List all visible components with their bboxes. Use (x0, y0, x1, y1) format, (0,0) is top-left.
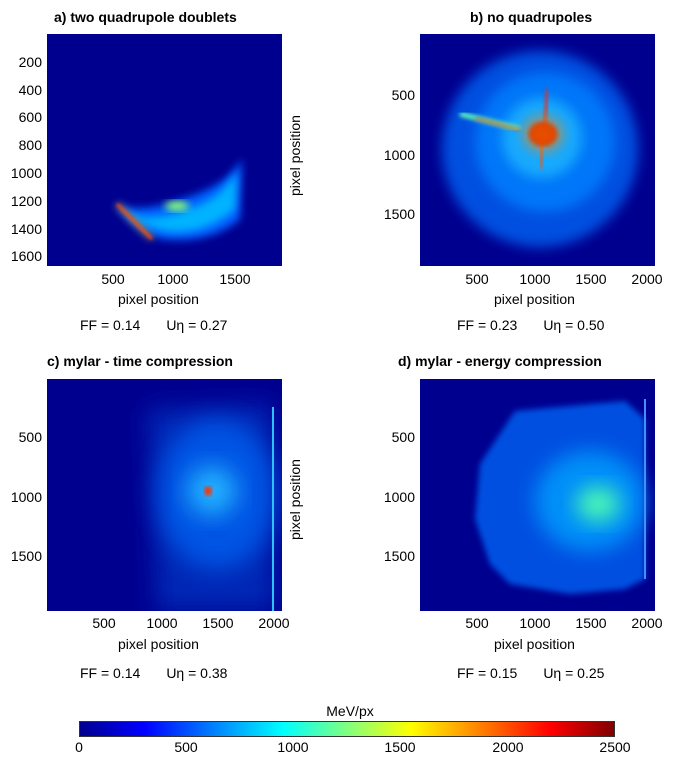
panel-a-ytick: 400 (18, 82, 42, 98)
panel-c-hot-spot (204, 486, 212, 496)
panel-c-ff: FF = 0.14 (80, 665, 141, 681)
panel-a-ytick: 1400 (10, 221, 42, 237)
panel-d-ytick: 500 (391, 429, 415, 445)
panel-c-ytick: 1500 (10, 548, 42, 564)
panel-d-u: Uη = 0.25 (543, 665, 605, 681)
panel-a-ytick: 1200 (10, 193, 42, 209)
panel-b-u: Uη = 0.50 (543, 317, 605, 333)
colorbar-tick: 500 (174, 739, 198, 755)
panel-c-xtick: 1000 (146, 615, 178, 631)
panel-a-ylabel: pixel position (287, 115, 303, 196)
panel-c-title: c) mylar - time compression (47, 353, 233, 369)
panel-b-ytick: 1000 (383, 147, 415, 163)
panel-d-hot-spot (576, 486, 620, 522)
panel-a-metrics: FF = 0.14 Uη = 0.27 (80, 317, 227, 333)
panel-a-xtick: 500 (101, 271, 125, 287)
panel-a-u: Uη = 0.27 (166, 317, 228, 333)
panel-b-ytick: 1500 (383, 206, 415, 222)
panel-c-ytick: 500 (18, 429, 42, 445)
panel-d-xlabel: pixel position (494, 636, 575, 652)
panel-c-heatmap (47, 379, 282, 611)
colorbar (79, 721, 615, 737)
colorbar-tick: 2500 (599, 739, 631, 755)
panel-b-ff: FF = 0.23 (457, 317, 518, 333)
panel-b-xlabel: pixel position (494, 291, 575, 307)
panel-c-xtick: 500 (92, 615, 116, 631)
panel-a-title: a) two quadrupole doublets (54, 9, 237, 25)
panel-d-xtick: 1000 (519, 615, 551, 631)
panel-d-title: d) mylar - energy compression (398, 353, 602, 369)
panel-b-title: b) no quadrupoles (470, 9, 593, 25)
panel-c-u: Uη = 0.38 (166, 665, 228, 681)
panel-c-ytick: 1000 (10, 489, 42, 505)
panel-a-xlabel: pixel position (118, 291, 199, 307)
panel-b-heatmap (420, 34, 655, 266)
colorbar-label: MeV/px (326, 703, 374, 719)
panel-d-xtick: 1500 (575, 615, 607, 631)
panel-b-xtick: 1500 (575, 271, 607, 287)
panel-a-xtick: 1000 (157, 271, 189, 287)
panel-b-xtick: 2000 (631, 271, 663, 287)
panel-a-ytick: 800 (18, 137, 42, 153)
panel-c-xlabel: pixel position (118, 636, 199, 652)
panel-d-ff: FF = 0.15 (457, 665, 518, 681)
panel-d-xtick: 500 (465, 615, 489, 631)
panel-a-beam-core (127, 172, 237, 232)
panel-c-ylabel: pixel position (287, 459, 303, 540)
panel-a-ff: FF = 0.14 (80, 317, 141, 333)
colorbar-tick: 1500 (384, 739, 416, 755)
panel-c-xtick: 1500 (202, 615, 234, 631)
panel-a-heatmap (47, 34, 282, 266)
colorbar-tick: 2000 (492, 739, 524, 755)
panel-b-ytick: 500 (391, 87, 415, 103)
panel-a-ytick: 1600 (10, 248, 42, 264)
panel-d-xtick: 2000 (631, 615, 663, 631)
panel-a-xtick: 1500 (219, 271, 251, 287)
panel-c-metrics: FF = 0.14 Uη = 0.38 (80, 665, 227, 681)
panel-a-ytick: 600 (18, 109, 42, 125)
panel-d-ytick: 1000 (383, 489, 415, 505)
colorbar-tick: 0 (75, 739, 83, 755)
panel-b-xtick: 500 (465, 271, 489, 287)
panel-c-xtick: 2000 (258, 615, 290, 631)
panel-d-heatmap (420, 379, 655, 611)
panel-d-metrics: FF = 0.15 Uη = 0.25 (457, 665, 604, 681)
panel-c-edge-line (272, 407, 274, 611)
panel-a-ytick: 1000 (10, 165, 42, 181)
panel-d-ytick: 1500 (383, 548, 415, 564)
panel-a-ytick: 200 (18, 54, 42, 70)
panel-b-xtick: 1000 (519, 271, 551, 287)
panel-b-metrics: FF = 0.23 Uη = 0.50 (457, 317, 604, 333)
colorbar-tick: 1000 (277, 739, 309, 755)
